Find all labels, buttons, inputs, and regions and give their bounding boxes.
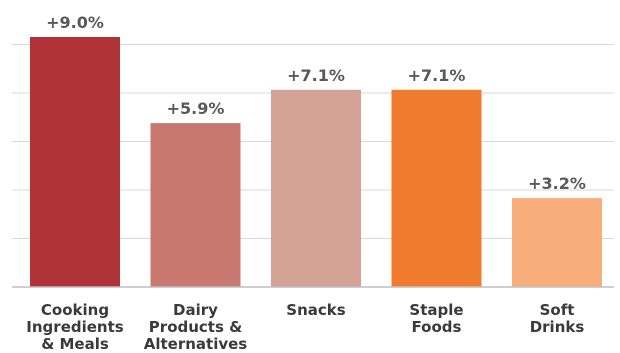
category-label-line: Staple: [409, 301, 463, 319]
category-label-line: Alternatives: [144, 335, 248, 353]
value-label: +7.1%: [287, 66, 345, 85]
value-label: +5.9%: [167, 99, 225, 118]
bar: [30, 37, 120, 287]
bar: [512, 198, 602, 287]
category-label-line: Products &: [149, 318, 242, 336]
category-label: Dairy Products & Alternatives: [144, 301, 248, 353]
category-label-line: Drinks: [530, 318, 585, 336]
category-label: Snacks: [286, 301, 345, 319]
category-label-line: Snacks: [286, 301, 345, 319]
category-label-line: Cooking: [41, 301, 109, 319]
category-label-line: Foods: [412, 318, 462, 336]
value-label: +7.1%: [408, 66, 466, 85]
category-label: Cooking Ingredients & Meals: [26, 301, 123, 353]
category-label-line: Ingredients: [26, 318, 123, 336]
value-label: +9.0%: [46, 13, 104, 32]
bars: [30, 37, 602, 288]
value-label: +3.2%: [528, 174, 586, 193]
bar: [271, 89, 361, 288]
category-label-line: Soft: [540, 301, 575, 319]
bar: [150, 123, 241, 287]
category-label: Soft Drinks: [530, 301, 585, 336]
category-label: Staple Foods: [409, 301, 463, 336]
category-labels: Cooking Ingredients & Meals Dairy Products &…: [26, 301, 584, 353]
bar: [391, 89, 482, 288]
value-labels: +9.0% +5.9% +7.1% +7.1% +3.2%: [46, 13, 586, 193]
category-label-line: Dairy: [173, 301, 218, 319]
category-label-line: & Meals: [41, 335, 109, 353]
